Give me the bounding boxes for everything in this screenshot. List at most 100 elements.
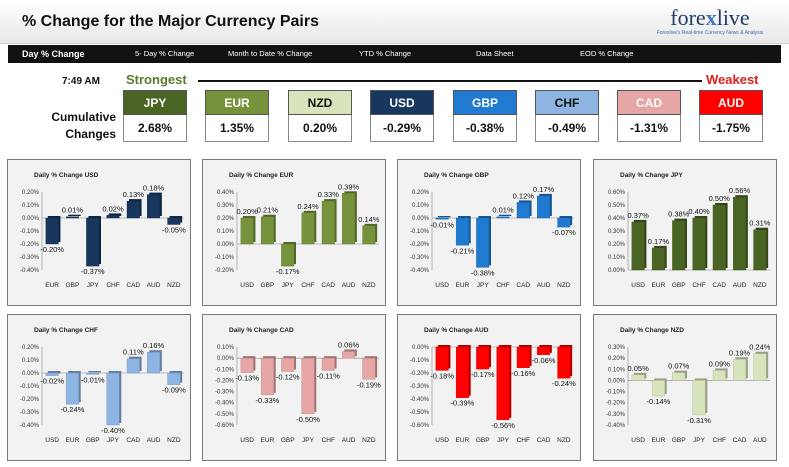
y-tick-label: 0.20% bbox=[22, 190, 40, 196]
data-label: 0.07% bbox=[668, 362, 690, 371]
category-label: USD bbox=[631, 282, 645, 289]
currency-name: AUD bbox=[699, 90, 763, 115]
y-tick-label: -0.40% bbox=[215, 401, 235, 407]
category-label: USD bbox=[631, 437, 645, 444]
category-label: AUD bbox=[147, 282, 161, 289]
category-label: JPY bbox=[477, 282, 490, 289]
bar-eur bbox=[651, 380, 665, 397]
chart-jpy: Daily % Change JPY 0.60% 0.50% 0.40% 0.30% 0.… bbox=[608, 172, 771, 289]
chart-panel-usd: Daily % Change USD 0.20% 0.10% 0.00% -0.10% -… bbox=[7, 159, 191, 306]
weakest-label: Weakest bbox=[706, 72, 759, 87]
y-tick-label: 0.00% bbox=[22, 216, 40, 222]
bar-nzd bbox=[167, 217, 181, 225]
currency-box-usd: USD -0.29% bbox=[370, 90, 434, 144]
bar-eur bbox=[455, 217, 469, 246]
tab-ytd-change[interactable]: YTD % Change bbox=[359, 49, 412, 58]
y-tick-label: -0.20% bbox=[215, 268, 235, 274]
tab-month-to-date-change[interactable]: Month to Date % Change bbox=[228, 49, 313, 58]
bar-usd bbox=[240, 217, 254, 245]
bar-jpy bbox=[301, 357, 315, 415]
bar-chf bbox=[516, 346, 530, 368]
currency-name: USD bbox=[370, 90, 434, 115]
y-tick-label: -0.50% bbox=[215, 412, 235, 418]
bar-aud bbox=[147, 194, 161, 219]
bar-cad bbox=[126, 358, 140, 374]
y-tick-label: -0.20% bbox=[20, 397, 40, 403]
data-label: 0.39% bbox=[338, 182, 360, 191]
y-tick-label: 0.50% bbox=[608, 203, 626, 209]
y-tick-label: -0.10% bbox=[20, 384, 40, 390]
category-label: CHF bbox=[106, 282, 119, 289]
category-label: CAD bbox=[712, 282, 726, 289]
y-tick-label: 0.10% bbox=[217, 345, 235, 351]
category-label: CAD bbox=[516, 282, 530, 289]
category-label: GBP bbox=[672, 282, 686, 289]
bar-usd bbox=[631, 221, 645, 271]
tab-day-change[interactable]: Day % Change bbox=[14, 45, 93, 63]
data-label: 0.56% bbox=[729, 186, 751, 195]
y-tick-label: -0.10% bbox=[20, 229, 40, 235]
forexlive-logo[interactable]: forexlive Forexlive's Real-time Currency… bbox=[645, 6, 775, 40]
bar-jpy bbox=[496, 346, 510, 421]
data-label: 0.24% bbox=[297, 202, 319, 211]
y-tick-label: 0.10% bbox=[608, 367, 626, 373]
category-label: AUD bbox=[342, 437, 356, 444]
data-label: 0.13% bbox=[123, 190, 145, 199]
bar-chf bbox=[712, 370, 726, 381]
category-label: GBP bbox=[66, 282, 80, 289]
tab-eod-change[interactable]: EOD % Change bbox=[580, 49, 634, 58]
data-label: -0.18% bbox=[430, 371, 454, 380]
category-label: CAD bbox=[733, 437, 747, 444]
data-label: -0.56% bbox=[491, 421, 515, 430]
y-tick-label: -0.40% bbox=[20, 268, 40, 274]
data-label: -0.50% bbox=[296, 415, 320, 424]
currency-cumulative-value: -1.31% bbox=[617, 115, 681, 142]
data-label: -0.17% bbox=[471, 370, 495, 379]
category-label: GBP bbox=[476, 437, 490, 444]
cumulative-changes-label: Cumulative Changes bbox=[42, 109, 116, 143]
currency-name: CHF bbox=[535, 90, 599, 115]
category-label: NZD bbox=[167, 437, 181, 444]
bar-aud bbox=[342, 351, 356, 359]
bar-gbp bbox=[260, 216, 274, 245]
bar-jpy bbox=[692, 380, 706, 416]
bar-chf bbox=[321, 357, 335, 371]
bar-usd bbox=[631, 374, 645, 381]
y-tick-label: -0.60% bbox=[410, 423, 430, 429]
y-tick-label: -0.20% bbox=[20, 242, 40, 248]
data-label: 0.40% bbox=[688, 207, 710, 216]
chart-usd: Daily % Change USD 0.20% 0.10% 0.00% -0.10% -… bbox=[20, 172, 186, 289]
currency-name: NZD bbox=[288, 90, 352, 115]
currency-box-jpy: JPY 2.68% bbox=[123, 90, 187, 144]
bar-eur bbox=[260, 357, 274, 396]
y-tick-label: -0.30% bbox=[20, 410, 40, 416]
y-tick-label: 0.30% bbox=[217, 203, 235, 209]
logo-part-fore: fore bbox=[670, 5, 706, 30]
chart-panel-cad: Daily % Change CAD 0.10% 0.00% -0.10% -0.20%… bbox=[202, 314, 386, 461]
y-tick-label: -0.40% bbox=[410, 268, 430, 274]
bar-jpy bbox=[476, 217, 490, 268]
data-label: -0.14% bbox=[647, 397, 671, 406]
category-label: AUD bbox=[537, 282, 551, 289]
currency-box-aud: AUD -1.75% bbox=[699, 90, 763, 144]
y-tick-label: 0.00% bbox=[22, 371, 40, 377]
data-label: -0.05% bbox=[162, 226, 186, 235]
bar-cad bbox=[712, 204, 726, 271]
tab-data-sheet[interactable]: Data Sheet bbox=[476, 49, 514, 58]
chart-title: Daily % Change CAD bbox=[229, 327, 294, 334]
data-label: 0.31% bbox=[749, 219, 771, 228]
data-label: 0.20% bbox=[237, 207, 259, 216]
data-label: -0.01% bbox=[81, 375, 105, 384]
data-label: 0.05% bbox=[628, 364, 650, 373]
bar-usd bbox=[240, 357, 254, 373]
strongest-label: Strongest bbox=[126, 72, 187, 87]
tab-bar: Day % Change 5- Day % Change Month to Da… bbox=[8, 45, 781, 63]
bar-cad bbox=[537, 346, 551, 355]
bar-gbp bbox=[65, 216, 79, 219]
currency-name: JPY bbox=[123, 90, 187, 115]
y-tick-label: -0.30% bbox=[410, 255, 430, 261]
tab-5-day-change[interactable]: 5- Day % Change bbox=[135, 49, 195, 58]
category-label: CAD bbox=[321, 282, 335, 289]
category-label: JPY bbox=[693, 437, 706, 444]
bar-shadow bbox=[68, 214, 81, 216]
